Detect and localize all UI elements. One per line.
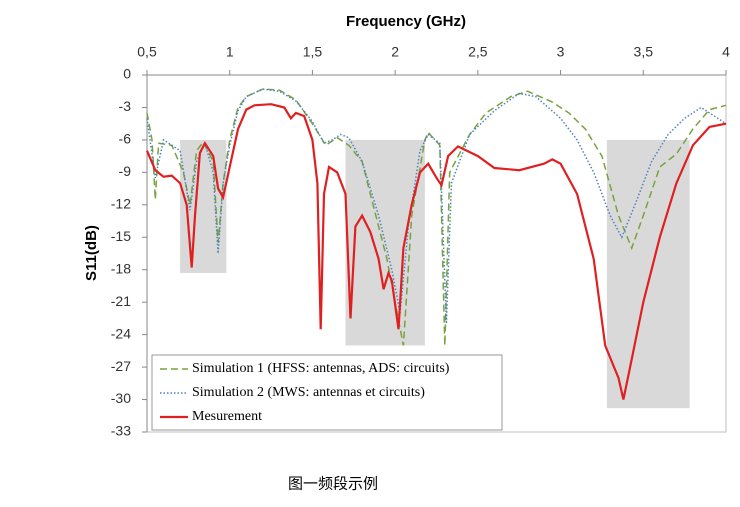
x-tick-label: 3,5: [634, 44, 654, 60]
legend: Simulation 1 (HFSS: antennas, ADS: circu…: [151, 354, 503, 431]
y-axis-label: S11(dB): [83, 225, 100, 281]
x-tick-label: 3: [557, 44, 565, 60]
y-tick-label: 0: [123, 66, 131, 82]
y-tick-label: -15: [111, 228, 131, 244]
x-tick-label: 2: [391, 44, 399, 60]
y-tick-label: -33: [111, 423, 131, 439]
y-tick-label: -27: [111, 358, 131, 374]
y-tick-label: -3: [119, 98, 132, 114]
x-tick-label: 1: [226, 44, 234, 60]
y-tick-label: -21: [111, 293, 131, 309]
x-tick-label: 1,5: [303, 44, 323, 60]
y-tick-label: -30: [111, 390, 131, 406]
y-tick-label: -12: [111, 196, 131, 212]
x-tick-label: 0,5: [137, 44, 157, 60]
x-axis-label: Frequency (GHz): [346, 13, 466, 30]
legend-label: Mesurement: [192, 409, 262, 424]
legend-box: [151, 354, 503, 431]
series-line: [146, 88, 727, 346]
series-line: [145, 103, 727, 400]
y-tick-label: -18: [111, 260, 131, 276]
band: [345, 139, 425, 346]
y-tick-label: -6: [119, 131, 132, 147]
y-tick-label: -24: [111, 325, 131, 341]
legend-label: Simulation 2 (MWS: antennas et circuits): [192, 385, 425, 400]
y-tick-label: -9: [119, 163, 132, 179]
series-line: [146, 88, 727, 324]
x-tick-label: 2,5: [468, 44, 488, 60]
x-tick-label: 4: [722, 44, 730, 60]
caption: 图一频段示例: [288, 475, 378, 493]
legend-label: Simulation 1 (HFSS: antennas, ADS: circu…: [192, 361, 450, 376]
